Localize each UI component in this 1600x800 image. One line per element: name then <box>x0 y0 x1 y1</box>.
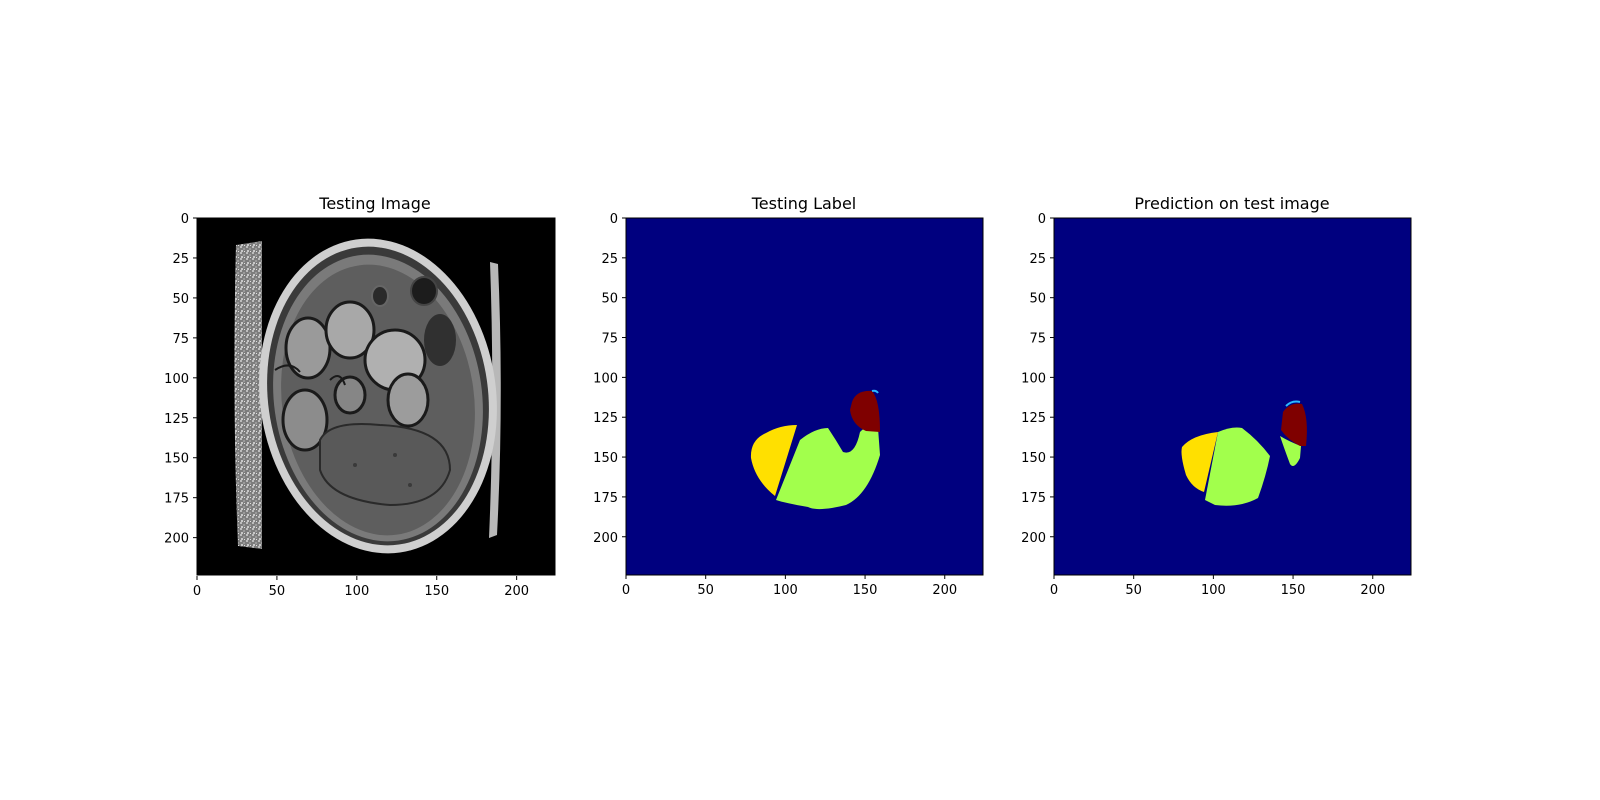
dark-red-region <box>850 390 880 432</box>
y-tick-label: 75 <box>172 332 189 347</box>
y-axis-ticks: 0 25 50 75 100 125 150 175 200 <box>593 212 626 546</box>
y-tick-label: 200 <box>1021 531 1046 546</box>
y-tick-label: 175 <box>593 491 618 506</box>
x-tick-label: 0 <box>622 583 630 598</box>
x-axis-ticks: 0 50 100 150 200 <box>193 576 529 599</box>
label-mask <box>626 218 983 575</box>
y-tick-label: 150 <box>1021 451 1046 466</box>
y-tick-label: 0 <box>181 212 189 227</box>
y-tick-label: 0 <box>1038 212 1046 227</box>
x-axis-ticks: 0 50 100 150 200 <box>622 575 957 598</box>
y-tick-label: 50 <box>172 292 189 307</box>
x-tick-label: 150 <box>1281 583 1306 598</box>
x-tick-label: 50 <box>1125 583 1142 598</box>
x-tick-label: 100 <box>1201 583 1226 598</box>
panel-title: Testing Label <box>751 194 857 213</box>
y-tick-label: 150 <box>164 452 189 467</box>
y-tick-label: 25 <box>1029 252 1046 267</box>
x-tick-label: 150 <box>424 584 449 599</box>
y-tick-label: 25 <box>172 252 189 267</box>
x-tick-label: 200 <box>504 584 529 599</box>
y-tick-label: 150 <box>593 451 618 466</box>
y-tick-label: 125 <box>164 412 189 427</box>
x-tick-label: 50 <box>697 583 714 598</box>
panel-title: Prediction on test image <box>1134 194 1329 213</box>
x-tick-label: 0 <box>193 584 201 599</box>
x-tick-label: 0 <box>1050 583 1058 598</box>
y-axis-ticks: 0 25 50 75 100 125 150 175 200 <box>164 212 197 547</box>
y-tick-label: 175 <box>164 492 189 507</box>
panel-title: Testing Image <box>318 194 430 213</box>
x-tick-label: 100 <box>344 584 369 599</box>
y-tick-label: 200 <box>164 532 189 547</box>
green-region <box>1205 427 1270 506</box>
y-tick-label: 200 <box>593 531 618 546</box>
green-region-small <box>1280 436 1301 466</box>
x-tick-label: 200 <box>1360 583 1385 598</box>
y-tick-label: 100 <box>164 372 189 387</box>
x-axis-ticks: 0 50 100 150 200 <box>1050 575 1385 598</box>
mask-background <box>1054 218 1411 575</box>
prediction-mask <box>1054 218 1411 575</box>
y-tick-label: 75 <box>1029 332 1046 347</box>
dark-red-region <box>1281 403 1307 446</box>
yellow-region <box>1181 432 1218 492</box>
x-tick-label: 100 <box>773 583 798 598</box>
y-tick-label: 25 <box>601 252 618 267</box>
y-axis-ticks: 0 25 50 75 100 125 150 175 200 <box>1021 212 1054 546</box>
y-tick-label: 75 <box>601 332 618 347</box>
yellow-region <box>750 425 797 496</box>
mri-image <box>197 218 555 575</box>
x-tick-label: 50 <box>269 584 286 599</box>
y-tick-label: 125 <box>1021 411 1046 426</box>
y-tick-label: 50 <box>1029 292 1046 307</box>
y-tick-label: 175 <box>1021 491 1046 506</box>
x-tick-label: 200 <box>932 583 957 598</box>
y-tick-label: 100 <box>1021 371 1046 386</box>
y-tick-label: 0 <box>610 212 618 227</box>
y-tick-label: 125 <box>593 411 618 426</box>
x-tick-label: 150 <box>853 583 878 598</box>
mask-background <box>626 218 983 575</box>
y-tick-label: 50 <box>601 292 618 307</box>
green-region <box>776 427 880 510</box>
y-tick-label: 100 <box>593 371 618 386</box>
